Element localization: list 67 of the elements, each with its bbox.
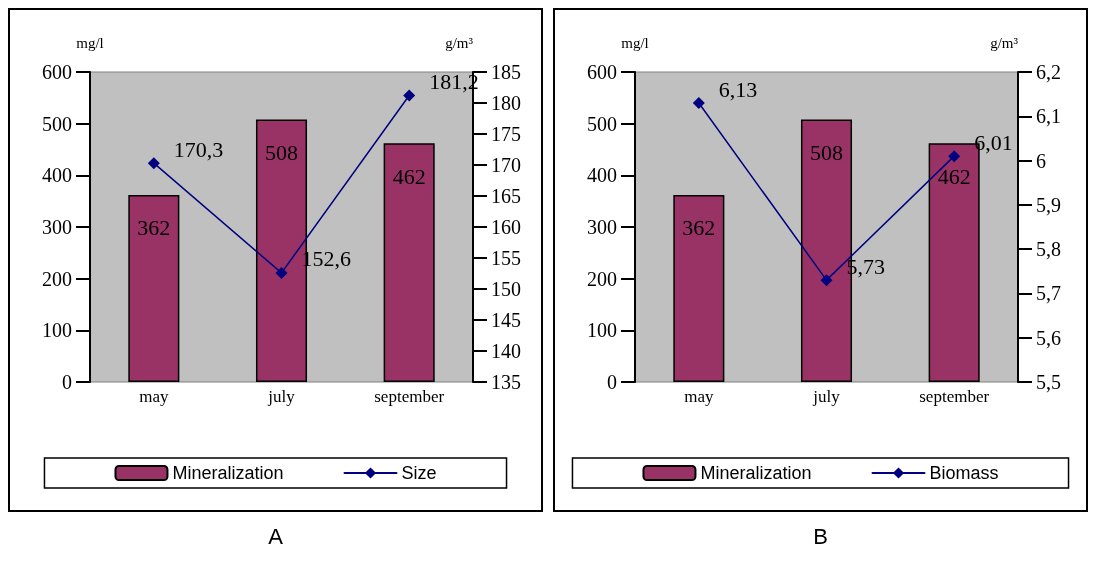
- data-label: 508: [810, 140, 843, 166]
- y2-tick-label: 155: [491, 247, 521, 269]
- y-tick-label: 600: [42, 61, 72, 83]
- y2-tick-label: 150: [491, 278, 521, 300]
- bar: [383, 143, 435, 382]
- point: [147, 157, 160, 170]
- y2-tick-label: 140: [491, 340, 521, 362]
- y2-tick-label: 5,6: [1036, 326, 1061, 349]
- point: [948, 150, 961, 163]
- legend-label: Mineralization: [700, 463, 812, 483]
- y-tick-label: 400: [42, 164, 72, 187]
- y2-tick-label: 5,5: [1036, 371, 1061, 393]
- bar: [673, 194, 725, 382]
- y-tick-label: 200: [587, 267, 617, 290]
- data-label: 462: [937, 163, 971, 189]
- data-label: 362: [137, 215, 171, 241]
- text: B: [812, 524, 829, 550]
- y2-tick-label: 5,7: [1036, 282, 1061, 305]
- y-tick-label: 0: [62, 371, 72, 393]
- y2-tick-label: 6,1: [1036, 105, 1061, 128]
- x-tick-label: september: [374, 387, 445, 406]
- y-tick-label: 500: [42, 112, 72, 135]
- y2-tick-label: 145: [491, 309, 521, 331]
- bar: [128, 194, 180, 382]
- data-label: 6,13: [718, 76, 758, 102]
- y2-tick-label: 6,2: [1036, 61, 1061, 83]
- y2-axis-title: g/m³: [445, 34, 474, 51]
- y-tick-label: 600: [587, 61, 617, 83]
- point: [820, 274, 833, 287]
- legend-label: Mineralization: [172, 463, 284, 483]
- y-axis-title: mg/l: [76, 34, 104, 51]
- y2-tick-label: 160: [491, 216, 521, 238]
- y-tick-label: 500: [587, 112, 617, 135]
- y-tick-label: 100: [42, 319, 72, 342]
- y-tick-label: 400: [587, 164, 617, 187]
- y2-tick-label: 135: [491, 371, 521, 393]
- legend-label: Biomass: [929, 463, 999, 483]
- y-axis-title: mg/l: [621, 34, 649, 51]
- x-tick-label: july: [812, 387, 841, 406]
- legend-label: Size: [401, 463, 437, 483]
- data-label: 6,01: [974, 129, 1013, 155]
- data-label: 462: [392, 163, 426, 189]
- x-tick-label: september: [919, 387, 990, 406]
- y2-tick-label: 170: [491, 154, 521, 176]
- data-label: 362: [682, 215, 716, 241]
- y-tick-label: 200: [42, 267, 72, 290]
- y-tick-label: 100: [587, 319, 617, 342]
- x-tick-label: may: [139, 387, 169, 406]
- y2-tick-label: 180: [491, 92, 521, 114]
- data-label: 508: [265, 140, 298, 166]
- point: [275, 266, 288, 279]
- data-label: 170,3: [173, 136, 224, 162]
- y2-axis-title: g/m³: [990, 34, 1019, 51]
- point: [403, 89, 416, 102]
- y-tick-label: 300: [587, 216, 617, 238]
- y2-tick-label: 5,9: [1036, 193, 1061, 216]
- y-tick-label: 300: [42, 216, 72, 238]
- point: [692, 97, 705, 109]
- y2-tick-label: 185: [491, 61, 521, 83]
- y-tick-label: 0: [607, 371, 617, 393]
- y2-tick-label: 6: [1036, 149, 1046, 172]
- x-tick-label: july: [267, 387, 296, 406]
- y2-tick-label: 175: [491, 123, 521, 145]
- y2-tick-label: 165: [491, 185, 521, 207]
- x-tick-label: may: [684, 387, 714, 406]
- y2-tick-label: 5,8: [1036, 238, 1061, 261]
- text: A: [267, 524, 284, 550]
